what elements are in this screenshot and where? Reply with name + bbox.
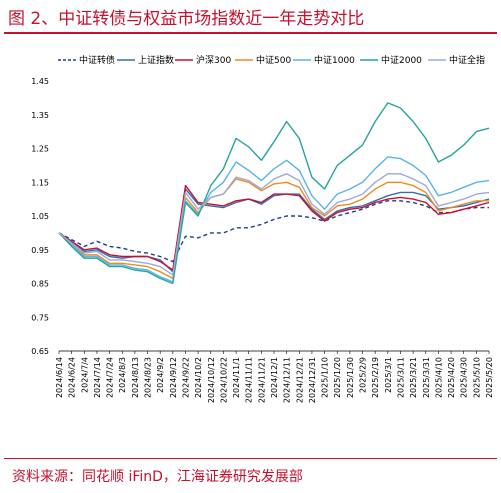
legend-label: 中证500 xyxy=(256,54,291,66)
y-axis: 0.65 0.75 0.85 0.95 1.05 1.15 1.25 1.35 1.45 xyxy=(31,77,49,356)
series-line xyxy=(58,184,490,271)
x-tick-label: 2025/2/19 xyxy=(371,357,380,398)
series-line xyxy=(58,156,490,283)
x-tick-label: 2024/10/12 xyxy=(207,357,216,403)
legend-label: 沪深300 xyxy=(196,54,231,66)
x-tick-label: 2024/8/3 xyxy=(118,357,127,393)
x-tick-label: 2025/5/20 xyxy=(485,357,494,398)
y-tick-label: 1.15 xyxy=(31,178,49,187)
chart-legend: 中证转债 上证指数 沪深300 中证500 中证1000 中证2000 中证全指 xyxy=(58,54,485,66)
x-tick-label: 2024/11/1 xyxy=(232,357,241,398)
x-tick-label: 2024/11/11 xyxy=(245,357,254,403)
y-tick-label: 1.45 xyxy=(31,77,49,86)
x-tick-label: 2024/9/12 xyxy=(169,357,178,398)
x-tick-label: 2024/12/31 xyxy=(308,357,317,403)
x-tick-label: 2024/7/4 xyxy=(80,357,89,393)
x-tick-label: 2024/7/24 xyxy=(106,357,115,398)
x-tick-label: 2024/9/2 xyxy=(156,357,165,393)
figure-title: 图 2、中证转债与权益市场指数近一年走势对比 xyxy=(8,9,365,29)
x-tick-label: 2025/1/10 xyxy=(321,357,330,398)
legend-label: 中证转债 xyxy=(79,54,115,66)
legend-label: 中证1000 xyxy=(314,54,355,66)
series-line xyxy=(58,188,490,273)
y-tick-label: 0.75 xyxy=(31,313,49,322)
y-tick-label: 0.85 xyxy=(31,280,49,289)
x-tick-label: 2024/6/14 xyxy=(55,357,64,398)
title-rule xyxy=(4,32,497,34)
x-tick-label: 2025/3/1 xyxy=(384,357,393,393)
legend-label: 上证指数 xyxy=(138,54,174,66)
x-tick-label: 2025/4/20 xyxy=(447,357,456,398)
series-line xyxy=(58,173,490,276)
x-tick-label: 2025/5/10 xyxy=(472,357,481,398)
x-axis: 2024/6/14 2024/6/24 2024/7/4 2024/7/14 2024/… xyxy=(55,350,494,403)
y-tick-label: 1.05 xyxy=(31,212,49,221)
legend-label: 中证2000 xyxy=(381,54,422,66)
x-tick-label: 2025/3/31 xyxy=(422,357,431,398)
source-note: 资料来源：同花顺 iFinD，江海证券研究发展部 xyxy=(12,469,303,485)
series-line xyxy=(58,102,490,285)
x-tick-label: 2024/6/24 xyxy=(68,357,77,398)
x-tick-label: 2024/8/23 xyxy=(144,357,153,398)
series-line xyxy=(58,178,489,280)
x-tick-label: 2024/7/14 xyxy=(93,357,102,398)
x-tick-label: 2024/8/13 xyxy=(131,357,140,398)
x-tick-label: 2025/1/20 xyxy=(333,357,342,398)
footer-rule xyxy=(4,458,497,459)
chart-series xyxy=(58,102,490,285)
x-tick-label: 2025/4/10 xyxy=(434,357,443,398)
x-tick-label: 2025/4/30 xyxy=(460,357,469,398)
legend-label: 中证全指 xyxy=(449,54,485,66)
x-tick-label: 2025/2/9 xyxy=(359,357,368,393)
x-tick-label: 2025/3/11 xyxy=(396,357,405,398)
x-tick-label: 2025/1/30 xyxy=(346,357,355,398)
x-tick-label: 2024/11/21 xyxy=(257,357,266,403)
x-tick-label: 2024/10/22 xyxy=(219,357,228,403)
x-tick-label: 2024/12/21 xyxy=(295,357,304,403)
x-tick-label: 2024/10/2 xyxy=(194,357,203,398)
y-tick-label: 1.25 xyxy=(31,145,49,154)
x-tick-label: 2024/12/11 xyxy=(283,357,292,403)
x-tick-label: 2024/9/22 xyxy=(181,357,190,398)
x-tick-label: 2025/3/21 xyxy=(409,357,418,398)
y-tick-label: 0.95 xyxy=(31,246,49,255)
y-tick-label: 1.35 xyxy=(31,111,49,120)
y-tick-label: 0.65 xyxy=(31,347,49,356)
series-line xyxy=(58,200,489,263)
x-tick-label: 2024/12/1 xyxy=(270,357,279,398)
